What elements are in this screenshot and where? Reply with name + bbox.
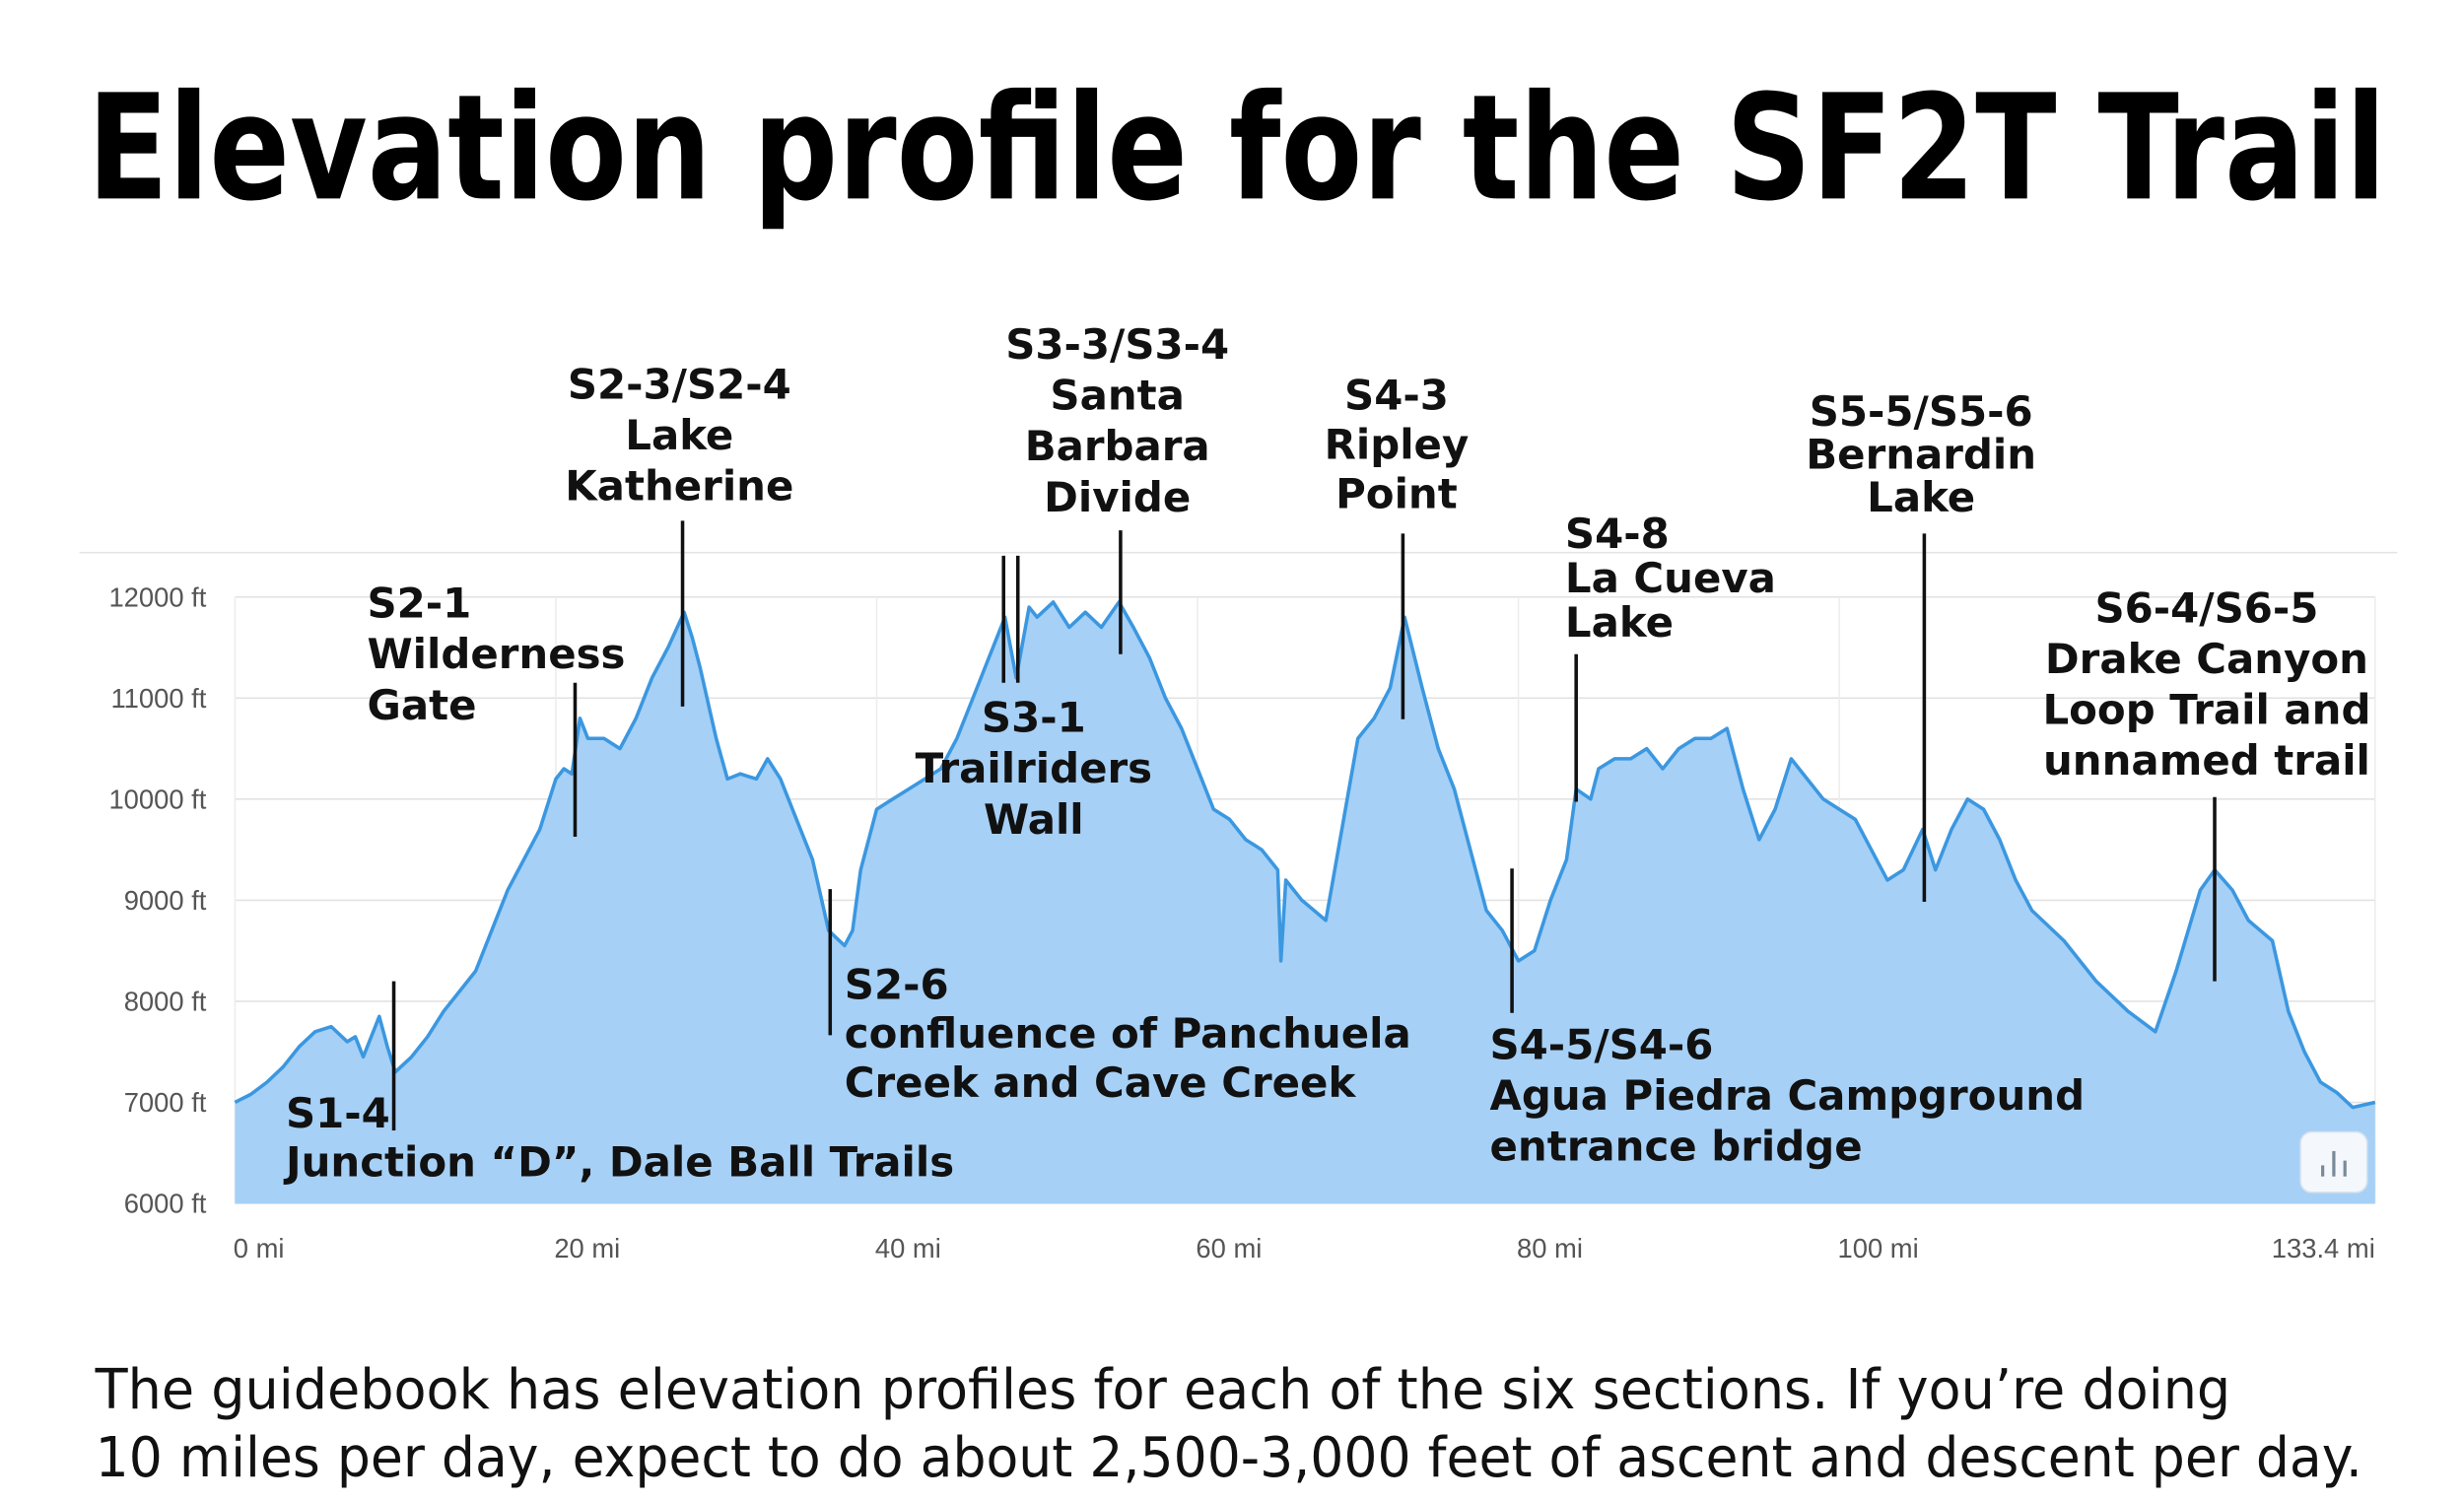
annotation-label: Gate [367, 681, 476, 729]
caption-line: The guidebook has elevation profiles for… [95, 1358, 2231, 1422]
annotation-label: Katherine [565, 461, 793, 510]
x-tick-label: 40 mi [875, 1233, 941, 1263]
annotation-label: Drake Canyon [2045, 635, 2368, 683]
y-tick-label: 12000 ft [108, 581, 206, 612]
y-tick-label: 8000 ft [124, 987, 207, 1017]
annotation-label: La Cueva [1565, 554, 1776, 602]
annotation-label: Lake [625, 411, 733, 459]
annotation-label: S1-4 [286, 1089, 390, 1137]
annotation-label: S4-3 [1344, 372, 1449, 420]
chart-title: Elevation profile for the SF2T Trail [88, 62, 2386, 233]
y-tick-label: 7000 ft [124, 1087, 207, 1118]
annotation-label: S2-6 [845, 960, 949, 1008]
x-tick-label: 60 mi [1196, 1233, 1262, 1263]
caption-line: 10 miles per day, expect to do about 2,5… [96, 1426, 2362, 1490]
annotation-label: S5-5/S5-6 [1810, 387, 2033, 436]
y-tick-label: 9000 ft [124, 885, 207, 916]
annotation-label: S4-8 [1565, 510, 1670, 558]
annotation-label: Trailriders [916, 744, 1153, 792]
annotation-label: Barbara [1025, 422, 1210, 470]
chart-icon [2299, 1130, 2368, 1194]
annotation-label: Santa [1050, 372, 1185, 420]
annotation-label: unnamed trail [2043, 736, 2370, 785]
annotation-label: Creek and Cave Creek [845, 1058, 1357, 1107]
annotation-label: entrance bridge [1490, 1123, 1863, 1171]
x-tick-label: 20 mi [554, 1233, 620, 1263]
annotation-label: Divide [1044, 473, 1191, 521]
annotation-label: S4-5/S4-6 [1490, 1020, 1714, 1068]
annotation-label: Wilderness [367, 630, 625, 678]
annotation-label: Wall [984, 795, 1084, 844]
annotation-label: confluence of Panchuela [845, 1009, 1411, 1058]
annotation-label: S6-4/S6-5 [2095, 584, 2319, 633]
y-tick-label: 11000 ft [110, 683, 206, 714]
annotation-label: Junction “D”, Dale Ball Trails [283, 1138, 954, 1187]
annotation-label: Ripley [1325, 421, 1470, 469]
y-tick-label: 6000 ft [124, 1189, 207, 1219]
plot: 6000 ft 7000 ft 8000 ft 9000 ft 10000 ft 1100… [108, 320, 2376, 1263]
y-tick-label: 10000 ft [108, 785, 206, 815]
x-tick-label: 80 mi [1517, 1233, 1583, 1263]
x-tick-label: 133.4 mi [2272, 1233, 2375, 1263]
annotation-label: S3-1 [982, 694, 1086, 742]
annotation-label: S2-3/S2-4 [568, 360, 791, 408]
annotation-label: Loop Trail and [2042, 686, 2370, 734]
x-tick-label: 100 mi [1838, 1233, 1919, 1263]
annotation-label: Agua Piedra Campground [1490, 1071, 2086, 1120]
elevation-area [235, 601, 2375, 1204]
x-tick-label: 0 mi [234, 1233, 285, 1263]
annotation-label: S2-1 [367, 580, 471, 628]
annotation-label: S3-3/S3-4 [1005, 320, 1229, 369]
annotation-label: Point [1335, 470, 1458, 518]
annotation-label: Lake [1867, 473, 1975, 521]
annotation-label: Lake [1565, 598, 1674, 647]
annotation-label: Bernardin [1806, 430, 2036, 478]
